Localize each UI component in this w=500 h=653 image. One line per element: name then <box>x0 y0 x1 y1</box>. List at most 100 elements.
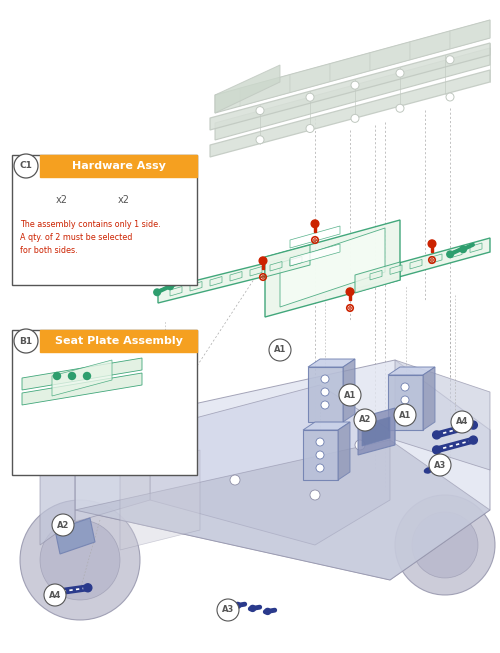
Text: A2: A2 <box>359 415 371 424</box>
Polygon shape <box>390 265 402 274</box>
Circle shape <box>161 398 169 406</box>
Polygon shape <box>308 367 343 422</box>
Circle shape <box>306 125 314 133</box>
Polygon shape <box>210 70 490 157</box>
Polygon shape <box>410 259 422 269</box>
Circle shape <box>37 187 47 198</box>
Polygon shape <box>215 65 280 113</box>
Polygon shape <box>75 360 490 580</box>
Bar <box>40 197 43 203</box>
Bar <box>40 155 197 177</box>
Circle shape <box>401 396 409 404</box>
Polygon shape <box>150 385 390 545</box>
Text: A4: A4 <box>49 590 61 599</box>
Circle shape <box>396 69 404 77</box>
Polygon shape <box>158 252 310 303</box>
Circle shape <box>311 220 319 228</box>
Polygon shape <box>240 74 290 106</box>
Circle shape <box>438 465 444 470</box>
Circle shape <box>269 339 291 361</box>
Circle shape <box>84 584 92 592</box>
Polygon shape <box>290 226 340 248</box>
Text: x2: x2 <box>118 195 130 205</box>
Text: A2: A2 <box>57 520 69 530</box>
Circle shape <box>321 401 329 409</box>
Polygon shape <box>338 422 350 480</box>
Circle shape <box>446 93 454 101</box>
Text: C1: C1 <box>20 161 32 170</box>
Polygon shape <box>22 373 142 405</box>
Bar <box>262 264 264 269</box>
Circle shape <box>161 411 169 419</box>
Polygon shape <box>423 367 435 430</box>
Circle shape <box>167 283 173 289</box>
Polygon shape <box>470 243 482 253</box>
Text: Hardware Assy: Hardware Assy <box>72 161 166 171</box>
Circle shape <box>68 372 75 379</box>
Circle shape <box>432 431 440 439</box>
Circle shape <box>470 421 478 429</box>
Circle shape <box>40 520 120 600</box>
Polygon shape <box>250 266 262 276</box>
Polygon shape <box>265 220 400 317</box>
Circle shape <box>161 424 169 432</box>
Circle shape <box>234 603 240 609</box>
Polygon shape <box>395 360 490 470</box>
Text: A1: A1 <box>344 390 356 400</box>
Polygon shape <box>230 272 242 281</box>
Polygon shape <box>52 360 112 396</box>
Circle shape <box>412 512 478 578</box>
Circle shape <box>321 388 329 396</box>
Polygon shape <box>290 63 330 93</box>
Polygon shape <box>358 408 395 455</box>
Polygon shape <box>55 518 95 554</box>
Polygon shape <box>22 358 142 390</box>
Polygon shape <box>290 257 302 266</box>
Polygon shape <box>355 238 490 289</box>
Circle shape <box>354 409 376 431</box>
Circle shape <box>54 372 60 379</box>
Polygon shape <box>388 367 435 375</box>
Polygon shape <box>75 408 150 522</box>
Circle shape <box>396 104 404 112</box>
Circle shape <box>339 384 361 406</box>
Circle shape <box>264 609 270 614</box>
Polygon shape <box>303 422 350 430</box>
Circle shape <box>52 514 74 536</box>
Bar <box>348 295 352 300</box>
Circle shape <box>470 436 478 444</box>
Circle shape <box>355 440 365 450</box>
Circle shape <box>395 495 495 595</box>
Bar <box>40 330 197 352</box>
Circle shape <box>14 154 38 178</box>
Circle shape <box>316 464 324 472</box>
Circle shape <box>154 289 160 296</box>
Polygon shape <box>355 262 400 293</box>
Circle shape <box>316 451 324 459</box>
Circle shape <box>256 106 264 115</box>
Polygon shape <box>370 42 410 71</box>
Circle shape <box>310 490 320 500</box>
Circle shape <box>182 277 188 283</box>
Polygon shape <box>280 228 385 307</box>
Circle shape <box>446 56 454 64</box>
Polygon shape <box>148 390 183 445</box>
Circle shape <box>346 288 354 296</box>
Circle shape <box>426 468 430 473</box>
Polygon shape <box>343 359 355 422</box>
Circle shape <box>351 81 359 89</box>
Bar <box>12 330 197 475</box>
Text: A3: A3 <box>222 605 234 614</box>
Polygon shape <box>215 48 490 140</box>
Polygon shape <box>270 261 282 271</box>
Polygon shape <box>308 359 355 367</box>
Circle shape <box>401 383 409 391</box>
Polygon shape <box>40 430 75 545</box>
Polygon shape <box>388 375 423 430</box>
Circle shape <box>451 411 473 433</box>
Circle shape <box>351 114 359 122</box>
Polygon shape <box>330 53 370 82</box>
Circle shape <box>429 454 451 476</box>
Polygon shape <box>265 245 310 277</box>
Circle shape <box>44 584 66 606</box>
